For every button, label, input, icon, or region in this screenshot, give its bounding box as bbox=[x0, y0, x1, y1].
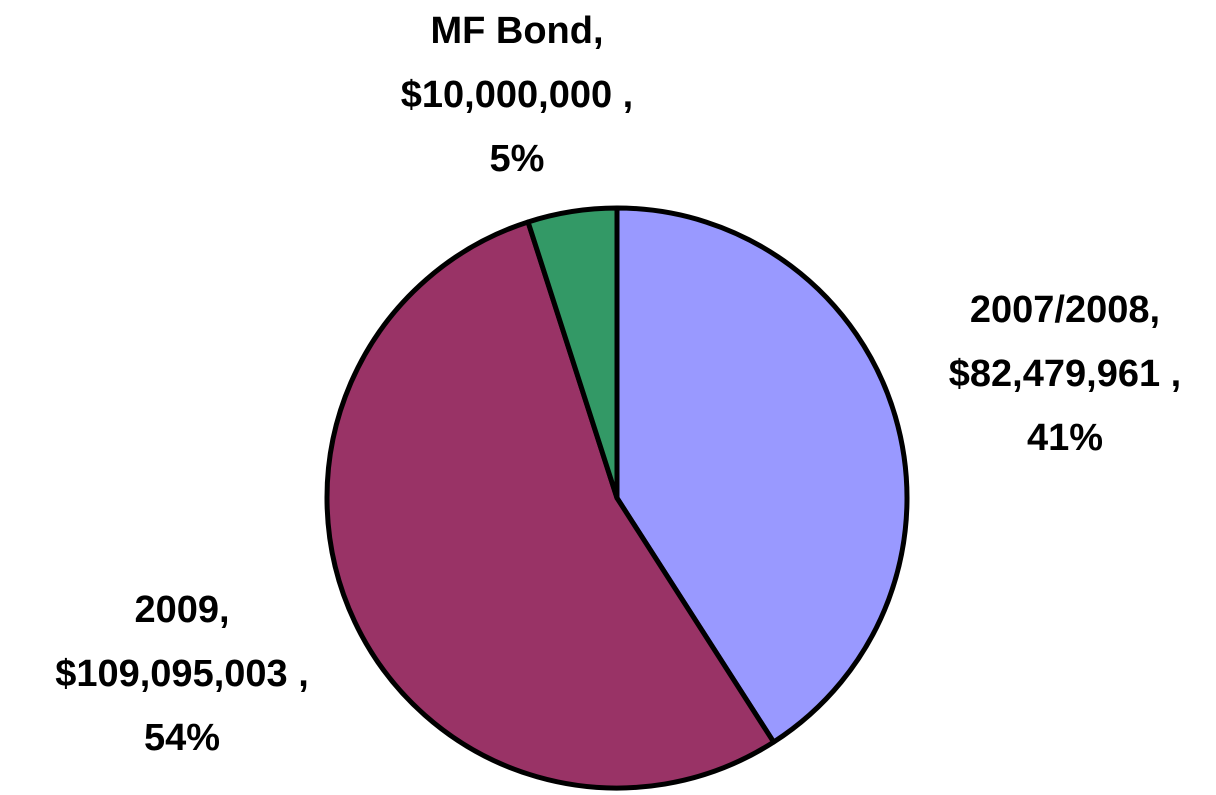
slice-label-percent: 41% bbox=[1027, 417, 1103, 459]
pie-slice bbox=[324, 219, 777, 791]
slice-label-value: $82,479,961 , bbox=[949, 353, 1181, 395]
category: MF Bond bbox=[430, 10, 593, 52]
category: 2009 bbox=[134, 589, 219, 631]
slice-label-category: MF Bond, bbox=[430, 10, 603, 52]
pie-slice bbox=[525, 205, 620, 501]
separator: , bbox=[1150, 289, 1161, 331]
slice-label-value: $10,000,000 , bbox=[401, 74, 633, 116]
slice-label-category: 2009, bbox=[134, 589, 229, 631]
slice-label-percent: 5% bbox=[490, 138, 545, 180]
separator: , bbox=[593, 10, 604, 52]
slice-label-percent: 54% bbox=[144, 717, 220, 759]
slice-label-category: 2007/2008, bbox=[970, 289, 1160, 331]
separator: , bbox=[219, 589, 230, 631]
slice-label-value: $109,095,003 , bbox=[55, 653, 309, 695]
category: 2007/2008 bbox=[970, 289, 1150, 331]
